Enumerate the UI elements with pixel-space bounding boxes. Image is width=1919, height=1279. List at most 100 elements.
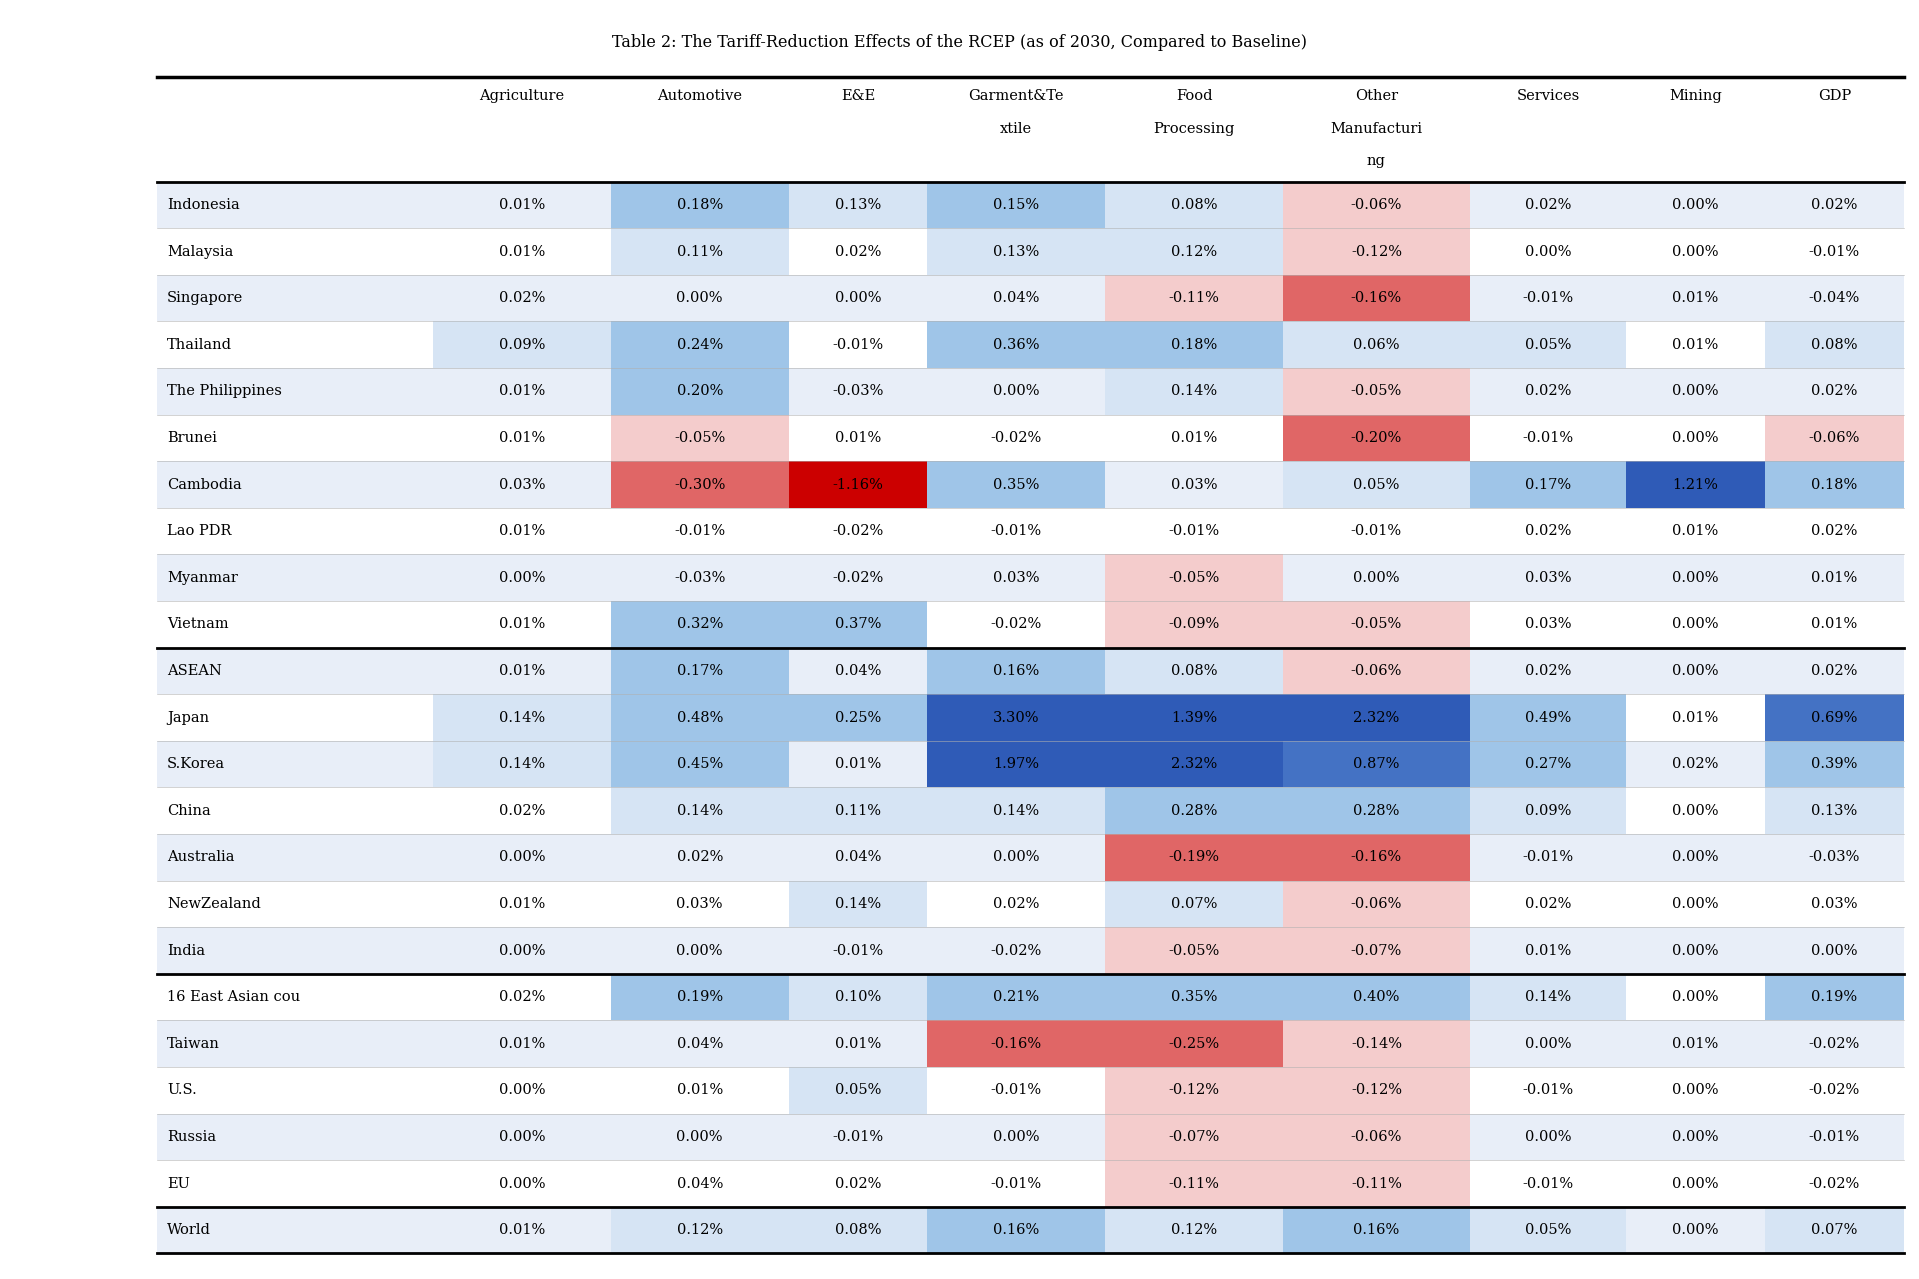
Text: 0.02%: 0.02% <box>1812 524 1858 538</box>
Text: Malaysia: Malaysia <box>167 244 234 258</box>
Text: 0.49%: 0.49% <box>1526 711 1572 724</box>
Text: 0.01%: 0.01% <box>677 1083 723 1097</box>
Text: -0.01%: -0.01% <box>1810 244 1860 258</box>
Text: -0.05%: -0.05% <box>1169 944 1220 958</box>
Text: 0.00%: 0.00% <box>1671 198 1719 212</box>
Text: ASEAN: ASEAN <box>167 664 223 678</box>
Text: 0.00%: 0.00% <box>677 292 723 306</box>
Bar <box>1765 741 1904 788</box>
Text: -0.03%: -0.03% <box>674 570 725 585</box>
Text: India: India <box>167 944 205 958</box>
Text: 0.25%: 0.25% <box>835 711 881 724</box>
Text: 0.01%: 0.01% <box>1673 292 1719 306</box>
Text: GDP: GDP <box>1817 88 1852 102</box>
Bar <box>1105 1067 1284 1114</box>
Text: Food: Food <box>1176 88 1213 102</box>
Text: 0.16%: 0.16% <box>1353 1223 1399 1237</box>
Text: 0.14%: 0.14% <box>677 803 723 817</box>
Text: 0.00%: 0.00% <box>1671 570 1719 585</box>
Text: 0.00%: 0.00% <box>1671 431 1719 445</box>
Text: 0.01%: 0.01% <box>499 1223 545 1237</box>
Bar <box>1284 228 1470 275</box>
Text: 0.02%: 0.02% <box>1526 384 1572 398</box>
Bar <box>157 275 1904 321</box>
Text: 3.30%: 3.30% <box>992 711 1040 724</box>
Text: 2.32%: 2.32% <box>1171 757 1217 771</box>
Text: 0.17%: 0.17% <box>1526 477 1572 491</box>
Text: -0.03%: -0.03% <box>1808 851 1860 865</box>
Text: 0.01%: 0.01% <box>835 1037 881 1051</box>
Text: -0.06%: -0.06% <box>1351 664 1403 678</box>
Text: 0.19%: 0.19% <box>677 990 723 1004</box>
Text: 0.03%: 0.03% <box>1526 570 1572 585</box>
Text: 0.01%: 0.01% <box>499 664 545 678</box>
Bar <box>1284 694 1470 741</box>
Bar <box>1284 1114 1470 1160</box>
Text: 0.24%: 0.24% <box>677 338 723 352</box>
Text: 0.28%: 0.28% <box>1353 803 1399 817</box>
Bar <box>789 1067 927 1114</box>
Text: 0.01%: 0.01% <box>499 524 545 538</box>
Text: 0.05%: 0.05% <box>835 1083 881 1097</box>
Bar <box>927 788 1105 834</box>
Text: 1.97%: 1.97% <box>994 757 1040 771</box>
Text: 0.69%: 0.69% <box>1812 711 1858 724</box>
Text: 0.12%: 0.12% <box>1171 1223 1217 1237</box>
Text: -0.05%: -0.05% <box>1169 570 1220 585</box>
Bar <box>927 228 1105 275</box>
Bar <box>157 927 1904 973</box>
Bar <box>1105 741 1284 788</box>
Bar <box>1470 788 1625 834</box>
Bar <box>1105 228 1284 275</box>
Text: 0.14%: 0.14% <box>499 711 545 724</box>
Bar <box>1105 788 1284 834</box>
Bar <box>157 1114 1904 1160</box>
Text: -0.06%: -0.06% <box>1351 1129 1403 1143</box>
Text: 0.19%: 0.19% <box>1812 990 1858 1004</box>
Text: 0.16%: 0.16% <box>994 664 1040 678</box>
Bar <box>1765 694 1904 741</box>
Text: 0.00%: 0.00% <box>1671 1177 1719 1191</box>
Text: 0.09%: 0.09% <box>1526 803 1572 817</box>
Text: 0.00%: 0.00% <box>499 1177 545 1191</box>
Text: 0.00%: 0.00% <box>1526 244 1572 258</box>
Text: -0.01%: -0.01% <box>833 338 883 352</box>
Text: 0.16%: 0.16% <box>994 1223 1040 1237</box>
Text: -0.02%: -0.02% <box>1810 1083 1860 1097</box>
Text: 0.00%: 0.00% <box>677 1129 723 1143</box>
Text: 0.01%: 0.01% <box>835 757 881 771</box>
Text: 0.00%: 0.00% <box>1353 570 1399 585</box>
Text: 0.05%: 0.05% <box>1526 1223 1572 1237</box>
Bar <box>1765 1207 1904 1253</box>
Text: 0.48%: 0.48% <box>677 711 723 724</box>
Bar <box>1105 881 1284 927</box>
Text: -0.11%: -0.11% <box>1351 1177 1401 1191</box>
Text: 0.00%: 0.00% <box>1671 384 1719 398</box>
Text: 0.39%: 0.39% <box>1812 757 1858 771</box>
Text: 0.03%: 0.03% <box>1526 618 1572 632</box>
Text: -0.02%: -0.02% <box>990 944 1042 958</box>
Text: -0.03%: -0.03% <box>833 384 883 398</box>
Text: 0.17%: 0.17% <box>677 664 723 678</box>
Bar <box>1105 694 1284 741</box>
Text: 0.05%: 0.05% <box>1353 477 1399 491</box>
Bar <box>789 788 927 834</box>
Bar <box>610 368 789 414</box>
Text: 0.05%: 0.05% <box>1526 338 1572 352</box>
Text: 0.12%: 0.12% <box>677 1223 723 1237</box>
Text: 0.02%: 0.02% <box>1671 757 1719 771</box>
Text: 0.01%: 0.01% <box>1673 524 1719 538</box>
Text: -0.02%: -0.02% <box>1810 1037 1860 1051</box>
Text: 0.00%: 0.00% <box>1671 803 1719 817</box>
Bar <box>1765 788 1904 834</box>
Text: 0.13%: 0.13% <box>835 198 881 212</box>
Bar <box>610 228 789 275</box>
Text: -0.01%: -0.01% <box>990 1177 1042 1191</box>
Text: 0.00%: 0.00% <box>1526 1037 1572 1051</box>
Bar <box>1470 321 1625 368</box>
Text: 0.03%: 0.03% <box>1171 477 1217 491</box>
Text: -0.02%: -0.02% <box>1810 1177 1860 1191</box>
Text: 0.35%: 0.35% <box>1171 990 1217 1004</box>
Bar <box>157 554 1904 601</box>
Text: -0.30%: -0.30% <box>674 477 725 491</box>
